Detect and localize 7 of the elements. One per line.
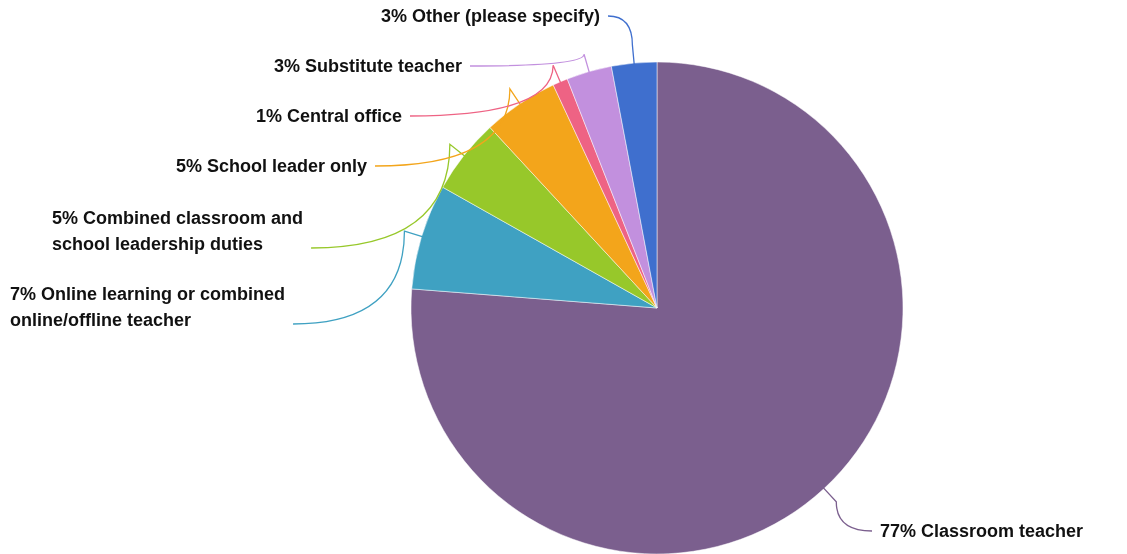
slice-label: 5% School leader only [175,156,367,176]
slice-label: 7% Online learning or combined online/offline teacher [10,284,286,330]
slice-label: 3% Substitute teacher [273,56,462,76]
slice-label: 1% Central office [255,106,402,126]
slice-label: 3% Other (please specify) [380,6,600,26]
slice-label: 5% Combined classroom and school leadership duties [52,208,304,254]
slice-label: 77% Classroom teacher [880,521,1084,541]
